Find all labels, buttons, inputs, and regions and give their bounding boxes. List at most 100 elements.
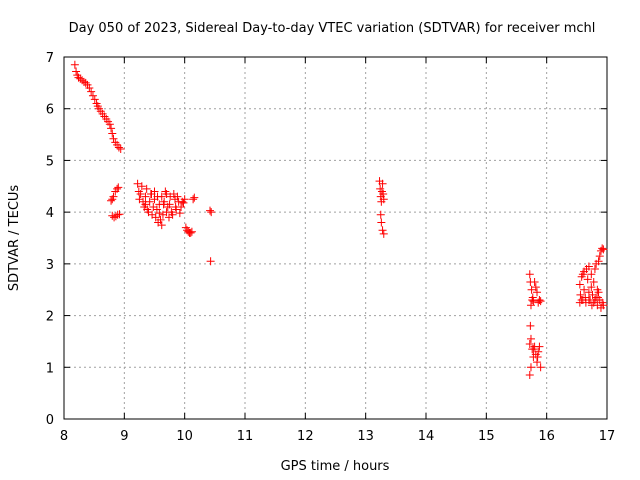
data-point [525,371,534,380]
x-tick-label: 13 [357,429,374,444]
data-point [85,84,94,93]
data-point [525,270,534,279]
grid-lines [64,57,607,419]
data-point [536,297,545,306]
y-axis-label: SDTVAR / TECUs [7,185,22,292]
data-point [587,270,596,279]
y-tick-label: 0 [46,413,54,428]
data-point [529,297,538,306]
data-point [595,252,604,261]
data-point [168,210,177,219]
data-point [165,200,174,209]
data-point [378,179,387,188]
data-point [376,210,385,219]
data-point [587,283,596,292]
data-point [155,209,164,218]
data-point [109,134,118,143]
data-point [113,210,122,219]
data-point [379,229,388,238]
data-point [534,347,543,356]
data-point [206,206,215,215]
data-point [526,363,535,372]
data-point [529,345,538,354]
data-point [133,179,142,188]
data-point [109,192,118,201]
data-point [180,195,189,204]
data-point [580,285,589,294]
x-tick-label: 16 [538,429,555,444]
data-point [379,195,388,204]
y-tick-label: 5 [46,154,54,169]
data-point [137,182,146,191]
data-point [378,226,387,235]
data-point [535,296,544,305]
data-point [189,195,198,204]
data-point [598,244,607,253]
data-point [533,358,542,367]
data-point [583,275,592,284]
data-point [162,208,171,217]
data-point [575,280,584,289]
y-tick-label: 7 [46,51,54,66]
x-tick-label: 17 [599,429,616,444]
data-point [116,145,125,154]
data-point [115,210,124,219]
data-point [584,262,593,271]
data-point [206,257,215,266]
data-point [575,298,584,307]
data-point [175,209,184,218]
x-tick-label: 8 [60,429,68,444]
data-point [186,228,195,237]
data-point [379,190,388,199]
data-point [153,192,162,201]
data-point [587,301,596,310]
data-point [599,301,608,310]
x-tick-label: 15 [478,429,495,444]
x-tick-label: 12 [297,429,314,444]
chart-title: Day 050 of 2023, Sidereal Day-to-day VTE… [69,21,596,36]
data-points [70,60,608,380]
data-point [105,120,114,129]
data-point [526,334,535,343]
x-tick-label: 9 [120,429,128,444]
data-point [156,215,165,224]
data-point [190,193,199,202]
data-point [145,197,154,206]
data-point [179,198,188,207]
data-point [530,277,539,286]
data-point [526,321,535,330]
data-point [528,296,537,305]
data-point [81,78,90,87]
y-tick-label: 2 [46,310,54,325]
data-point [525,340,534,349]
y-tick-label: 3 [46,258,54,273]
data-point [88,91,97,100]
x-tick-label: 14 [418,429,435,444]
data-point [533,352,542,361]
data-point [531,283,540,292]
x-axis-ticks: 8 9 10 11 12 13 14 15 16 17 [60,57,615,444]
data-point [173,192,182,201]
data-point [72,67,81,76]
data-point [151,213,160,222]
data-point [187,227,196,236]
y-tick-label: 1 [46,361,54,376]
data-point [114,143,123,152]
data-point [536,363,545,372]
data-point [136,190,145,199]
data-point [114,183,123,192]
x-tick-label: 10 [176,429,193,444]
data-point [90,95,99,104]
data-point [87,87,96,96]
data-point [593,293,602,302]
data-point [593,285,602,294]
y-axis-ticks: 0 1 2 3 4 5 6 7 [46,51,607,428]
data-point [527,285,536,294]
data-point [150,187,159,196]
data-point [171,202,180,211]
data-point [70,60,79,69]
data-point [589,277,598,286]
data-point [142,184,151,193]
data-point [526,301,535,310]
